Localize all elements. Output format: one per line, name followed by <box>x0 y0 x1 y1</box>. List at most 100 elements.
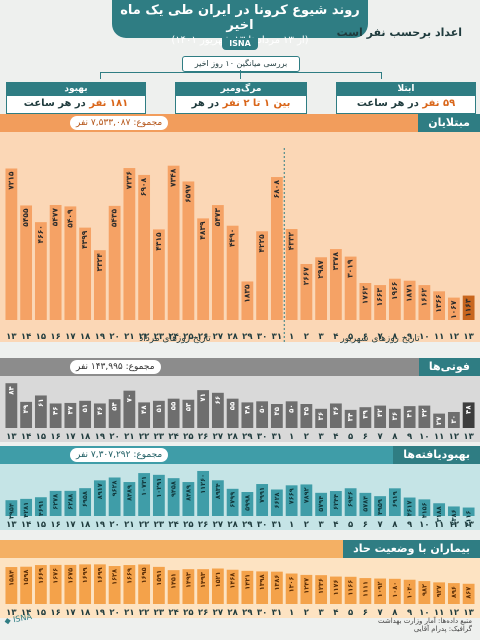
data-label: ۴۱۵۶ <box>420 502 428 518</box>
tick-label: ۱۳ <box>6 432 17 442</box>
tick-label: ۱۰ <box>419 432 429 442</box>
tick-label: ۱۷ <box>65 332 76 342</box>
tick-label: ۲۹ <box>242 332 253 342</box>
data-label: ۱۶۷۶ <box>52 568 60 584</box>
tick-label: ۴ <box>333 608 338 618</box>
deaths-chart: ۸۴۱۳۴۹۱۴۶۱۱۵۴۶۱۶۴۷۱۷۵۱۱۸۴۶۱۹۵۴۲۰۷۰۲۱۴۸۲۲… <box>0 376 480 442</box>
tick-label: ۳۰ <box>257 520 267 530</box>
tick-label: ۵ <box>348 520 353 530</box>
data-label: ۱۱۲۶۰ <box>199 474 207 494</box>
bar <box>433 582 446 604</box>
bar <box>197 470 210 516</box>
data-label: ۶۲۴۴ <box>332 494 340 510</box>
bar <box>403 280 416 320</box>
data-label: ۵۱ <box>155 404 163 413</box>
data-label: ۱۵۹۸ <box>22 570 30 586</box>
bar <box>211 568 224 604</box>
data-label: ۴۶ <box>96 406 104 415</box>
bar <box>285 485 298 516</box>
tick-label: ۱۸ <box>80 432 91 442</box>
bar <box>123 565 136 604</box>
bar <box>241 402 254 428</box>
data-label: ۴۹۵۹ <box>376 499 384 515</box>
bar <box>462 295 475 320</box>
bar <box>79 564 92 604</box>
bar <box>197 390 210 428</box>
data-label: ۴۸ <box>465 405 473 414</box>
data-label: ۶۲۸۸ <box>66 494 74 510</box>
data-label: ۶۵۹۷ <box>183 184 192 203</box>
stat-infection-suffix: در هر ساعت <box>356 98 419 109</box>
tick-label: ۳ <box>319 432 325 442</box>
data-label: ۱۲۴۷ <box>302 578 310 594</box>
tick-label: ۶ <box>363 520 368 530</box>
stat-recovery-value: ۱۸۱ نفر <box>89 98 129 109</box>
tick-label: ۴ <box>333 520 338 530</box>
bar <box>79 400 92 428</box>
bar <box>64 564 77 604</box>
data-label: ۷۹۹۱ <box>258 487 266 503</box>
bar <box>418 581 431 604</box>
data-label: ۱۶۹۹ <box>81 567 89 583</box>
cases-header: مبتلایان مجموع: ۷,۵۳۳,۰۸۷ نفر <box>0 114 480 132</box>
isna-badge: ISNA <box>222 38 258 50</box>
data-label: ۶۶۲۸ <box>273 492 281 508</box>
tick-label: ۲۵ <box>183 608 193 618</box>
tick-label: ۱۶ <box>50 332 60 342</box>
tick-label: ۱۹ <box>95 520 106 530</box>
data-label: ۴۱ <box>406 409 414 418</box>
bar <box>270 571 283 604</box>
data-label: ۱۴۵۱ <box>170 573 178 589</box>
data-label: ۴۲ <box>376 408 384 417</box>
tick-label: ۲۱ <box>124 332 134 342</box>
tick-label: ۲۸ <box>227 432 238 442</box>
bar <box>374 496 387 516</box>
tick-label: ۱۳ <box>6 608 17 618</box>
data-label: ۹۲۷ <box>435 585 443 597</box>
tick-label: ۹ <box>407 432 413 442</box>
data-label: ۶۹۵۸ <box>81 491 89 507</box>
tick-label: ۶ <box>363 608 368 618</box>
bar <box>447 297 460 320</box>
bar <box>211 205 224 320</box>
footer: منبع داده‌ها: آمار وزارت بهداشت گرافیک: … <box>372 617 472 633</box>
data-label: ۵۱ <box>81 404 89 413</box>
data-label: ۱۱۷۶ <box>332 580 340 596</box>
data-label: ۷۲۳۶ <box>124 171 133 189</box>
bar <box>315 492 328 516</box>
bar <box>315 257 328 320</box>
data-label: ۸۴۸۹ <box>125 485 133 501</box>
recovered-header: بهبودیافته‌ها مجموع: ۷,۳۰۷,۲۹۲ نفر <box>0 446 480 464</box>
tick-label: ۵ <box>348 432 353 442</box>
bar <box>64 402 77 428</box>
data-label: ۵۰ <box>258 404 266 413</box>
tick-label: ۲۹ <box>242 432 253 442</box>
data-label: ۱۶۹۹ <box>96 567 104 583</box>
bar <box>315 575 328 604</box>
data-label: ۱۵۹۱ <box>155 570 163 586</box>
tick-label: ۹ <box>407 608 413 618</box>
bar <box>167 478 180 516</box>
bar <box>20 205 33 320</box>
tick-label: ۱۷ <box>65 432 76 442</box>
bar <box>418 499 431 516</box>
data-label: ۵۴۳۵ <box>110 208 119 227</box>
tick-label: ۱۱ <box>434 520 444 530</box>
page-title: روند شیوع کرونا در ایران طی یک ماه اخیر <box>120 3 360 33</box>
bar <box>344 256 357 320</box>
tick-label: ۱۲ <box>449 432 460 442</box>
data-label: ۶۹۰۸ <box>139 178 148 197</box>
cases-label: مبتلایان <box>418 114 480 132</box>
data-label: ۱۱۶۶ <box>347 580 355 596</box>
data-label: ۴۴۹۰ <box>228 229 237 247</box>
tick-label: ۲۸ <box>227 520 238 530</box>
data-label: ۳۳۷۸ <box>331 252 340 271</box>
data-label: ۱۸۳۵ <box>242 284 251 303</box>
tick-label: ۱۳ <box>463 608 474 618</box>
data-label: ۴۳۹۹ <box>80 230 89 249</box>
bar <box>64 206 77 320</box>
data-label: ۵۴۵۵ <box>21 208 30 227</box>
data-label: ۵۰ <box>288 404 296 413</box>
tick-label: ۲۹ <box>242 520 253 530</box>
